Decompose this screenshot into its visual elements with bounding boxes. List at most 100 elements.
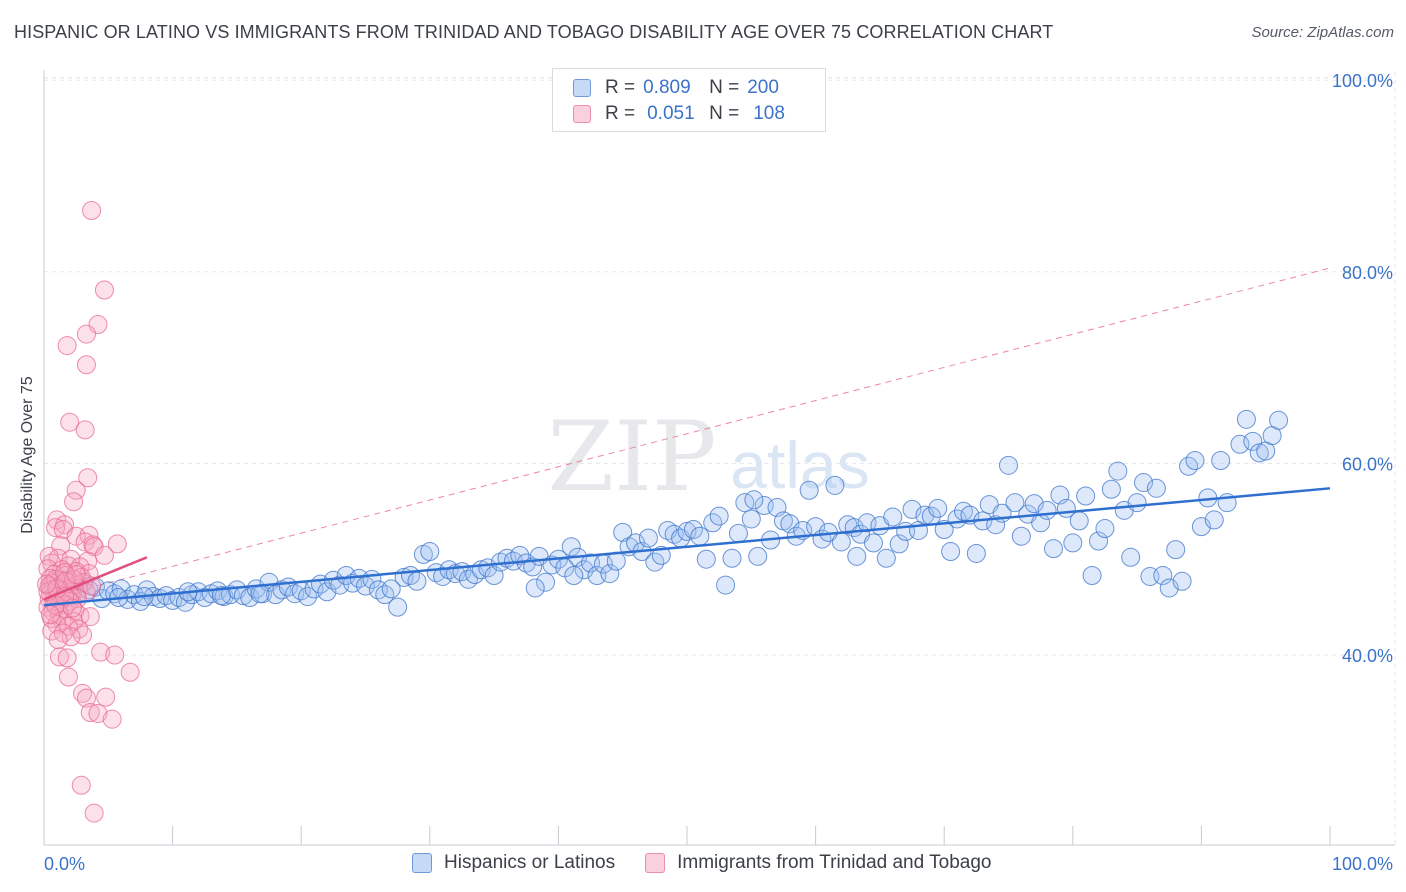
point-hispanic	[1005, 493, 1025, 513]
point-hispanic	[1044, 539, 1064, 559]
point-trinidad	[75, 420, 95, 440]
trend-line-trinidad-extended	[43, 267, 1331, 600]
legend-row-trinidad: R = 0.051 N = 108	[573, 101, 785, 127]
point-trinidad	[46, 518, 66, 538]
point-hispanic	[1236, 409, 1256, 429]
point-trinidad	[60, 412, 80, 432]
point-hispanic	[928, 498, 948, 518]
point-hispanic	[1166, 540, 1186, 560]
point-hispanic	[1082, 565, 1102, 585]
series-label-trinidad: Immigrants from Trinidad and Tobago	[677, 852, 992, 873]
legend-n-value: 108	[753, 103, 785, 124]
legend-n-label: N =	[709, 103, 740, 124]
point-trinidad	[66, 565, 86, 585]
correlation-legend: R = 0.809 N = 200 R = 0.051 N = 108	[552, 68, 826, 132]
point-trinidad	[94, 545, 114, 565]
chart-title: HISPANIC OR LATINO VS IMMIGRANTS FROM TR…	[14, 22, 1054, 42]
point-hispanic	[1063, 533, 1083, 553]
point-trinidad	[91, 642, 111, 662]
point-hispanic	[1108, 461, 1128, 481]
point-hispanic	[1211, 451, 1231, 471]
point-hispanic	[1076, 486, 1096, 506]
point-hispanic	[999, 455, 1018, 475]
point-trinidad	[80, 702, 100, 722]
point-hispanic	[883, 507, 903, 527]
point-trinidad	[94, 280, 114, 300]
point-trinidad	[120, 662, 140, 682]
point-hispanic	[941, 542, 961, 562]
series-legend-trinidad[interactable]: Immigrants from Trinidad and Tobago	[645, 852, 991, 874]
point-hispanic	[407, 571, 427, 591]
series-legend: Hispanics or Latinos Immigrants from Tri…	[412, 852, 1021, 874]
point-hispanic	[696, 549, 716, 569]
series-legend-hispanic[interactable]: Hispanics or Latinos	[412, 852, 615, 874]
point-trinidad	[57, 336, 77, 356]
point-trinidad	[76, 355, 96, 375]
point-hispanic	[561, 537, 581, 557]
point-hispanic	[1243, 431, 1263, 451]
watermark-zip: ZIP	[547, 401, 716, 513]
point-trinidad	[75, 532, 95, 552]
legend-r-label: R =	[605, 77, 636, 98]
point-hispanic	[889, 534, 909, 554]
point-hispanic	[510, 545, 530, 565]
point-hispanic	[744, 490, 764, 510]
point-hispanic	[1249, 443, 1269, 463]
point-trinidad	[76, 688, 96, 708]
point-hispanic	[741, 509, 761, 529]
point-trinidad	[84, 803, 104, 823]
trend-lines	[43, 267, 1331, 600]
point-hispanic	[536, 572, 556, 592]
point-hispanic	[600, 564, 620, 584]
point-trinidad	[58, 667, 78, 687]
point-trinidad	[107, 534, 127, 554]
point-trinidad	[78, 468, 98, 488]
point-hispanic	[381, 579, 401, 599]
legend-r-value: 0.051	[647, 103, 695, 124]
point-hispanic	[1172, 571, 1192, 591]
y-tick-label: 40.0%	[1342, 646, 1393, 666]
series-swatch-hispanic	[412, 853, 432, 873]
point-hispanic	[420, 542, 440, 562]
point-hispanic	[1204, 510, 1224, 530]
point-hispanic	[863, 533, 883, 553]
point-hispanic	[966, 543, 986, 563]
point-hispanic	[525, 578, 545, 598]
point-trinidad	[88, 703, 108, 723]
point-hispanic	[831, 532, 851, 552]
point-hispanic	[250, 584, 270, 604]
legend-swatch-hispanic	[573, 79, 591, 97]
point-hispanic	[211, 586, 231, 606]
point-hispanic	[690, 526, 710, 546]
point-hispanic	[876, 548, 896, 568]
point-hispanic	[1146, 478, 1166, 498]
point-hispanic	[1069, 511, 1089, 531]
point-hispanic	[564, 565, 584, 585]
tick-labels: 40.0% 60.0% 80.0% 100.0% 0.0% 100.0%	[44, 71, 1393, 874]
point-hispanic	[677, 521, 697, 541]
point-hispanic	[1121, 547, 1141, 567]
point-hispanic	[1095, 519, 1115, 539]
point-hispanic	[298, 587, 318, 607]
point-hispanic	[1037, 500, 1057, 520]
watermark: ZIP atlas	[547, 401, 869, 513]
point-hispanic	[825, 475, 845, 495]
point-trinidad	[49, 647, 69, 667]
point-hispanic	[1101, 479, 1121, 499]
legend-n-label: N =	[709, 77, 740, 98]
point-hispanic	[728, 523, 748, 543]
point-trinidad	[40, 605, 60, 625]
source-label: Source: ZipAtlas.com	[1251, 24, 1394, 41]
point-hispanic	[1269, 410, 1289, 430]
series-swatch-trinidad	[645, 853, 666, 873]
point-trinidad	[48, 630, 68, 650]
point-trinidad	[96, 687, 116, 707]
trend-line-trinidad	[43, 556, 148, 601]
legend-row-hispanic: R = 0.809 N = 200	[573, 75, 779, 101]
legend-r-value: 0.809	[643, 77, 691, 98]
point-trinidad	[64, 492, 84, 512]
point-hispanic	[709, 506, 729, 526]
legend-swatch-trinidad	[573, 105, 591, 123]
point-trinidad	[73, 625, 93, 645]
